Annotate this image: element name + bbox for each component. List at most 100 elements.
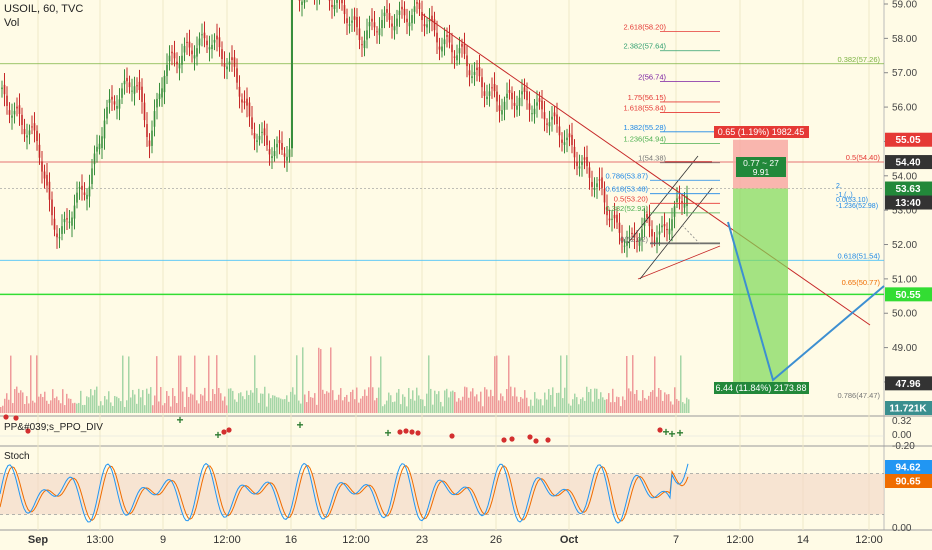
fib-cluster-label: -1.(..) [836, 192, 853, 199]
candle-body [366, 30, 368, 40]
candle-body [298, 0, 301, 1]
candle-body [196, 48, 198, 57]
volume-bar [562, 398, 564, 413]
volume-bar [202, 395, 204, 413]
volume-bar [328, 392, 330, 413]
candle-body [356, 16, 358, 28]
volume-bar [470, 391, 472, 413]
time-label: 7 [673, 534, 679, 546]
volume-bar [16, 386, 18, 413]
price-badge-label: 54.40 [895, 158, 920, 169]
volume-bar [164, 403, 166, 413]
ppo-title[interactable]: PP&#039;s_PPO_DIV [4, 422, 103, 433]
candle-body [441, 46, 443, 52]
volume-bar [4, 398, 6, 413]
candle-body [451, 44, 453, 53]
volume-bar [660, 390, 662, 413]
candle-body [336, 0, 338, 3]
volume-bar [682, 402, 684, 413]
volume-bar [198, 403, 200, 413]
candle-body [661, 225, 663, 228]
ratio-value: 9.91 [753, 167, 770, 177]
candle-body [6, 95, 8, 106]
price-badge [885, 132, 932, 147]
ppo-divergence-dot [527, 434, 533, 440]
volume-bar [534, 392, 536, 413]
candle-body [666, 228, 668, 231]
volume-bar [322, 389, 324, 413]
volume-bar [174, 396, 176, 413]
volume-bar [306, 402, 308, 413]
price-badge [885, 195, 932, 210]
volume-bar [32, 400, 34, 413]
volume-bar [34, 402, 36, 413]
candle-body [653, 240, 656, 242]
volume-bar [516, 396, 518, 413]
candle-body [396, 18, 398, 27]
volume-bar [438, 391, 440, 413]
ppo-divergence-dot [545, 437, 551, 443]
candle-body [611, 218, 613, 220]
candle-body [123, 80, 126, 85]
volume-bar [166, 391, 168, 413]
candle-body [116, 105, 118, 109]
volume-bar [468, 397, 470, 413]
volume-bar [136, 403, 138, 413]
candle-body [171, 51, 173, 54]
candle-body [561, 139, 563, 143]
volume-bar [22, 392, 24, 413]
volume-bar [384, 404, 386, 413]
candle-body [36, 130, 38, 142]
candle-body [403, 8, 406, 16]
volume-bar [30, 355, 32, 413]
candle-body [56, 233, 58, 238]
volume-bar [128, 356, 130, 413]
volume-bar [88, 397, 90, 413]
candle-body [101, 136, 103, 149]
volume-bar [86, 396, 88, 413]
candle-body [481, 77, 483, 88]
candle-body [76, 192, 78, 203]
volume-bar [426, 393, 428, 413]
candle-body [361, 44, 363, 46]
fib-level-label: 0.618(53.48) [605, 185, 648, 194]
volume-bar [106, 399, 108, 413]
volume-bar [668, 394, 670, 413]
symbol-title[interactable]: USOIL, 60, TVC [4, 3, 84, 15]
candle-body [46, 174, 48, 186]
candle-body [53, 218, 56, 230]
candle-body [58, 237, 61, 239]
candle-body [68, 221, 71, 223]
candle-body [486, 96, 488, 100]
candle-body [218, 37, 221, 48]
candle-body [63, 218, 66, 223]
volume-bar [494, 356, 496, 413]
candle-body [563, 142, 566, 145]
volume-bar [614, 402, 616, 413]
volume-bar [654, 356, 656, 413]
candle-body [151, 130, 153, 146]
candle-body [601, 177, 603, 189]
candle-body [333, 5, 336, 10]
trendline [421, 13, 871, 326]
candle-body [658, 231, 661, 235]
volume-bar [572, 399, 574, 413]
volume-bar [318, 347, 320, 413]
volume-bar [220, 393, 222, 413]
volume-bar [246, 390, 248, 413]
candle-body [463, 44, 466, 54]
candle-body [223, 63, 226, 67]
candle-body [66, 218, 68, 220]
price-tick-label: 49.00 [892, 343, 917, 354]
target-label-bg [714, 382, 809, 394]
candle-body [503, 101, 506, 110]
candle-body [498, 105, 501, 111]
candle-body [261, 131, 263, 133]
candle-body [583, 157, 586, 160]
volume-bar [514, 387, 516, 413]
stoch-title[interactable]: Stoch [4, 451, 30, 462]
candle-body [188, 41, 191, 48]
candle-body [263, 128, 266, 136]
volume-bar [490, 389, 492, 413]
